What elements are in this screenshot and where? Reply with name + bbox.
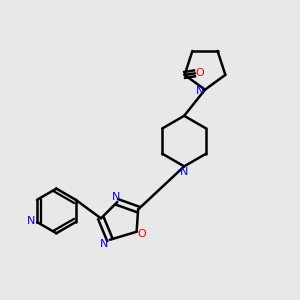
Text: N: N — [180, 167, 188, 177]
Text: O: O — [138, 229, 146, 239]
Text: N: N — [100, 239, 108, 249]
Text: N: N — [196, 86, 205, 96]
Text: O: O — [195, 68, 204, 78]
Text: N: N — [27, 216, 35, 226]
Text: N: N — [112, 192, 120, 202]
